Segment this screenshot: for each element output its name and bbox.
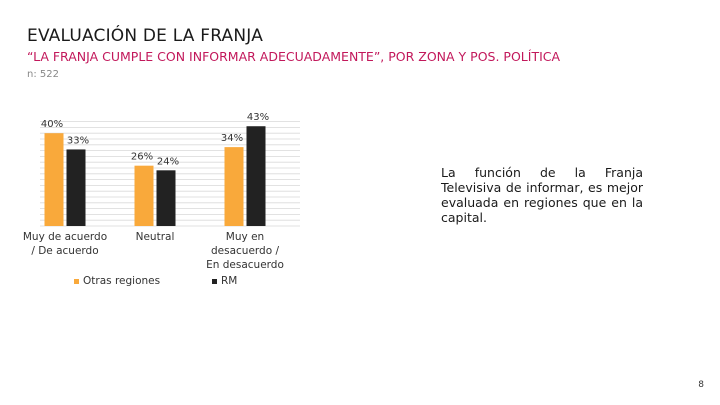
category-label: Muy en desacuerdo / En desacuerdo	[206, 231, 284, 271]
data-label: 40%	[41, 119, 63, 130]
data-label: 34%	[221, 133, 243, 144]
legend-swatch	[74, 279, 79, 284]
bar-otras-regiones-2	[224, 147, 244, 226]
bar-otras-regiones-1	[134, 165, 154, 226]
sample-size: n: 522	[27, 69, 59, 80]
bar-rm-2	[246, 126, 266, 226]
legend-label: Otras regiones	[83, 275, 160, 287]
page-number: 8	[698, 380, 704, 390]
slide-subtitle: “LA FRANJA CUMPLE CON INFORMAR ADECUADAM…	[27, 49, 561, 64]
data-label: 26%	[131, 152, 153, 163]
bar-rm-0	[66, 149, 86, 226]
bar-otras-regiones-0	[44, 133, 64, 226]
bar-rm-1	[156, 170, 176, 226]
category-label: Neutral	[136, 231, 175, 243]
slide-title: EVALUACIÓN DE LA FRANJA	[27, 26, 264, 46]
legend-swatch	[212, 279, 217, 284]
insight-note: La función de la Franja Televisiva de in…	[441, 165, 643, 225]
category-label: Muy de acuerdo / De acuerdo	[23, 231, 107, 257]
data-label: 24%	[157, 156, 179, 167]
data-label: 43%	[247, 112, 269, 123]
data-label: 33%	[67, 135, 89, 146]
legend-label: RM	[221, 275, 237, 287]
